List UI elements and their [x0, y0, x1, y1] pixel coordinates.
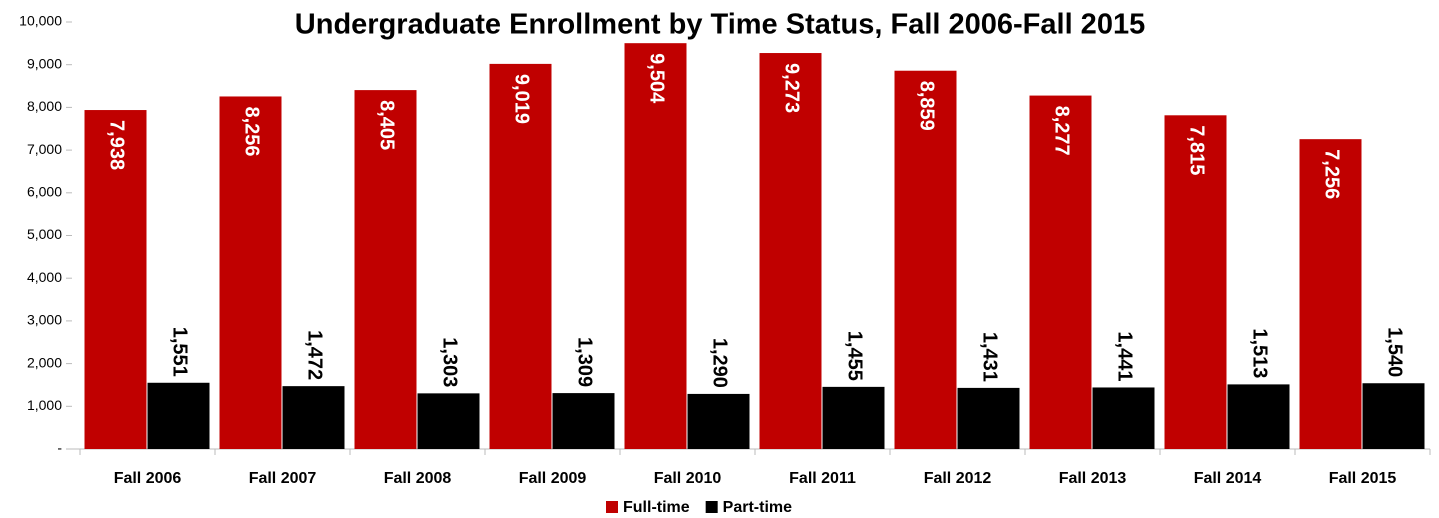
bar	[1092, 387, 1155, 449]
value-label: 7,938	[106, 120, 128, 170]
value-label: 1,540	[1384, 327, 1406, 377]
legend-label: Full-time	[623, 499, 690, 516]
bar	[1362, 383, 1425, 449]
y-tick-label: 6,000	[27, 184, 62, 200]
bar	[219, 96, 282, 449]
x-tick-label: Fall 2014	[1194, 470, 1262, 487]
x-tick-label: Fall 2012	[924, 470, 992, 487]
x-tick-label: Fall 2015	[1329, 470, 1397, 487]
bar	[417, 393, 480, 449]
legend-label: Part-time	[723, 499, 792, 516]
x-tick-label: Fall 2007	[249, 470, 317, 487]
value-label: 1,551	[169, 327, 191, 377]
bar	[84, 110, 147, 450]
value-label: 1,513	[1249, 328, 1271, 378]
value-label: 1,472	[304, 330, 326, 380]
value-label: 8,256	[241, 106, 263, 156]
y-tick-label: 2,000	[27, 354, 62, 370]
x-tick-label: Fall 2010	[654, 470, 722, 487]
bar	[282, 386, 345, 449]
y-tick-label: 7,000	[27, 141, 62, 157]
value-label: 1,309	[574, 337, 596, 387]
y-tick-label: 9,000	[27, 55, 62, 71]
value-label: 1,303	[439, 337, 461, 387]
x-tick-label: Fall 2006	[114, 470, 182, 487]
y-tick-label: 5,000	[27, 226, 62, 242]
bar	[1029, 95, 1092, 450]
chart-title: Undergraduate Enrollment by Time Status,…	[295, 9, 1145, 41]
bar	[1227, 384, 1290, 449]
value-label: 8,859	[916, 81, 938, 131]
bar	[1299, 139, 1362, 449]
value-label: 7,815	[1186, 125, 1208, 175]
x-tick-label: Fall 2008	[384, 470, 452, 487]
value-label: 9,273	[781, 63, 803, 113]
bar	[894, 70, 957, 449]
bar	[354, 90, 417, 449]
x-tick-label: Fall 2013	[1059, 470, 1127, 487]
bar	[1164, 115, 1227, 449]
bar	[687, 393, 750, 449]
bar	[489, 63, 552, 449]
y-tick-label: 10,000	[19, 13, 62, 29]
bar	[624, 43, 687, 449]
bar	[957, 387, 1020, 449]
value-label: 8,405	[376, 100, 398, 150]
value-label: 9,019	[511, 74, 533, 124]
legend-swatch	[705, 501, 718, 513]
y-tick-label: 8,000	[27, 98, 62, 114]
x-tick-label: Fall 2011	[789, 470, 856, 487]
y-tick-label: 3,000	[27, 312, 62, 328]
bar	[147, 382, 210, 449]
y-tick-label: -	[57, 440, 62, 456]
legend-swatch	[606, 501, 618, 513]
y-tick-label: 4,000	[27, 269, 62, 285]
value-label: 8,277	[1051, 106, 1073, 156]
value-label: 9,504	[646, 53, 668, 104]
bar	[822, 386, 885, 449]
bar	[759, 53, 822, 449]
value-label: 1,431	[979, 332, 1001, 382]
x-tick-label: Fall 2009	[519, 470, 587, 487]
value-label: 1,441	[1114, 331, 1136, 381]
value-label: 1,455	[844, 331, 866, 381]
y-tick-label: 1,000	[27, 397, 62, 413]
bar	[552, 393, 615, 449]
value-label: 1,290	[709, 338, 731, 388]
value-label: 7,256	[1321, 149, 1343, 199]
